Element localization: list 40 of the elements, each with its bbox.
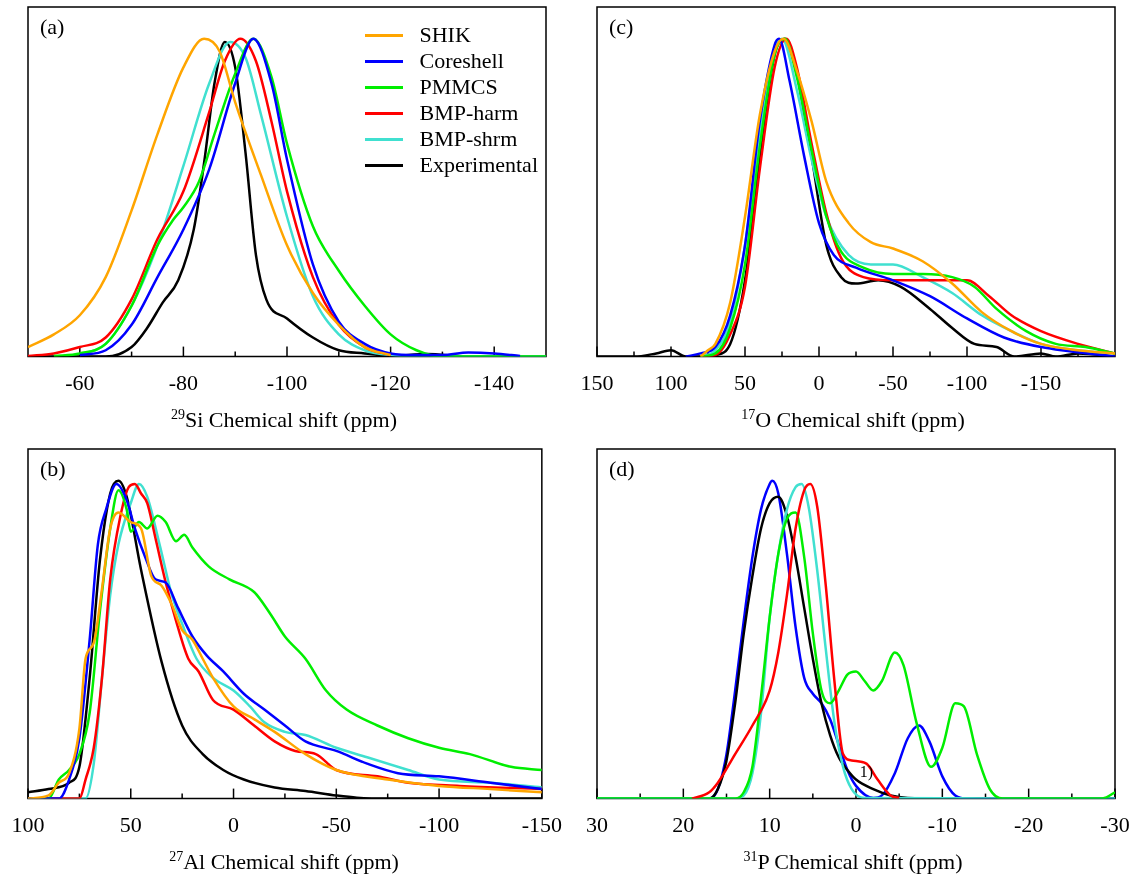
x-tick-label: -100 (946, 369, 988, 395)
legend-label: BMP-shrm (419, 126, 518, 152)
x-tick-label: -80 (168, 369, 199, 395)
x-axis-title: $^{17}$O Chemical shift (ppm) (740, 406, 966, 434)
chart-title: (d) (609, 455, 635, 481)
x-tick-label: 50 (734, 369, 756, 395)
legend-label: Experimental (419, 152, 538, 178)
x-tick-label: 30 (586, 811, 608, 837)
x-tick-label: 20 (672, 811, 695, 837)
x-tick-label: 10 (758, 811, 781, 837)
x-tick-label: -100 (418, 811, 460, 837)
legend-label: PMMCS (419, 74, 498, 100)
chart-title: (c) (609, 13, 634, 39)
x-tick-label: -30 (1100, 811, 1130, 837)
x-tick-label: -100 (266, 369, 308, 395)
x-axis-title: $^{29}$Si Chemical shift (ppm) (170, 406, 398, 434)
annotation: 1) (859, 762, 874, 781)
x-tick-label: -60 (65, 369, 95, 395)
x-tick-label: -150 (1020, 369, 1062, 395)
x-axis-title: $^{31}$P Chemical shift (ppm) (742, 848, 964, 876)
x-tick-label: 100 (654, 369, 688, 395)
x-tick-label: -20 (1014, 811, 1044, 837)
x-tick-label: 50 (119, 811, 142, 837)
x-tick-label: 0 (228, 811, 240, 837)
x-tick-label: 0 (813, 369, 825, 395)
chart-title: (a) (40, 13, 65, 39)
x-tick-label: -120 (370, 369, 411, 395)
x-tick-label: -150 (521, 811, 562, 837)
x-tick-label: 0 (850, 811, 862, 837)
x-tick-label: -10 (927, 811, 957, 837)
legend-label: Coreshell (419, 48, 504, 74)
legend-label: SHIK (419, 22, 471, 48)
x-tick-label: 100 (11, 811, 45, 837)
x-axis-title: $^{27}$Al Chemical shift (ppm) (168, 848, 400, 876)
x-tick-label: 150 (580, 369, 614, 395)
chart-title: (b) (40, 455, 66, 481)
x-tick-label: -50 (878, 369, 908, 395)
x-tick-label: -140 (474, 369, 515, 395)
x-tick-label: -50 (321, 811, 351, 837)
legend-label: BMP-harm (419, 100, 519, 126)
